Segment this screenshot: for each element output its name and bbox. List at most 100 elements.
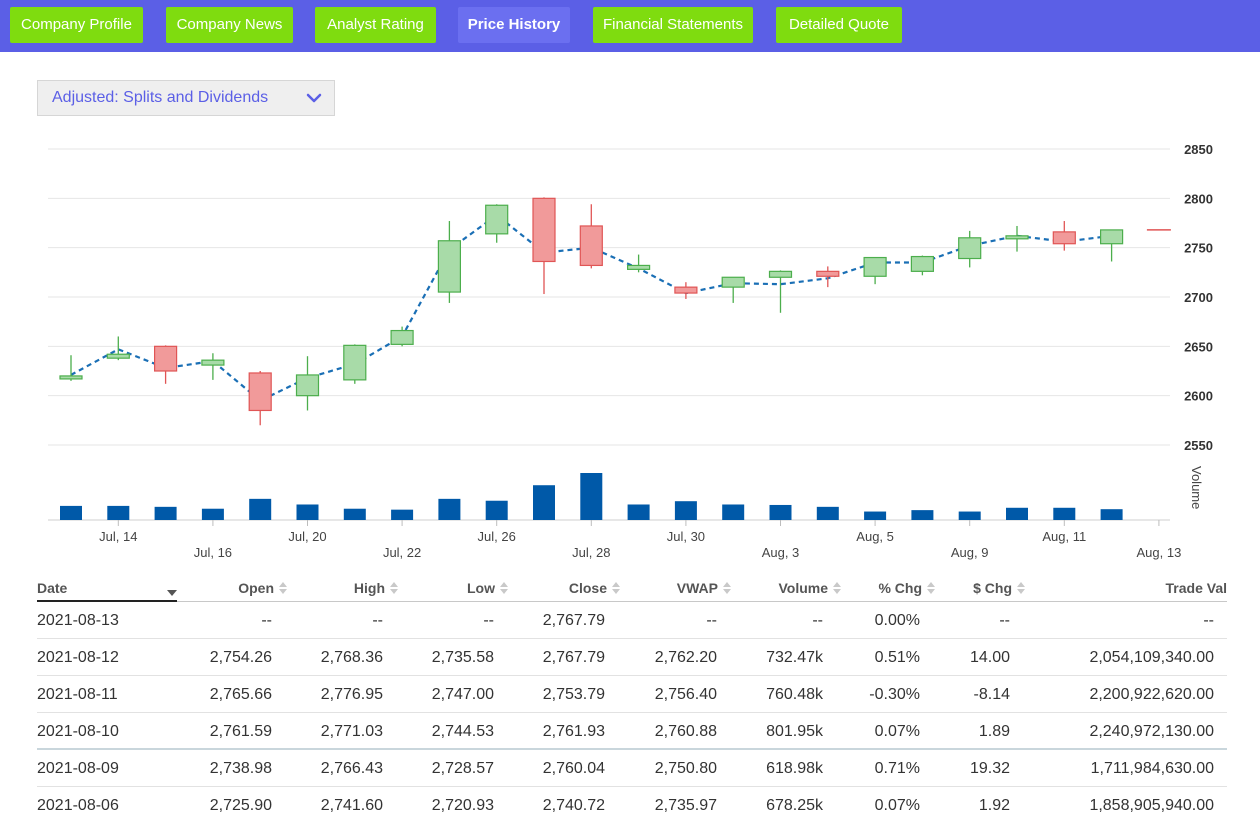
tab-analyst-rating[interactable]: Analyst Rating xyxy=(315,7,436,43)
cell-trade: 2,054,109,340.00 xyxy=(1089,649,1214,666)
candle xyxy=(579,225,603,267)
cell-low: -- xyxy=(483,612,494,629)
table-row: 2021-08-10 2,761.59 2,771.03 2,744.53 2,761.… xyxy=(37,713,1227,750)
candle xyxy=(1052,231,1076,245)
cell-vwap: 2,750.80 xyxy=(654,760,717,777)
x-tick-label: Jul, 30 xyxy=(667,529,705,544)
volume-bar xyxy=(769,504,792,520)
y-tick-label: 2550 xyxy=(1184,438,1213,453)
volume-bar xyxy=(911,510,934,520)
volume-axis-label: Volume xyxy=(1189,466,1204,509)
candle xyxy=(437,240,461,293)
cell-close: 2,761.93 xyxy=(542,723,605,740)
volume-bar xyxy=(391,509,414,520)
cell-vwap: 2,760.88 xyxy=(654,723,717,740)
x-tick-label: Aug, 9 xyxy=(951,545,989,560)
cell-high: 2,766.43 xyxy=(320,760,383,777)
tab-company-news[interactable]: Company News xyxy=(166,7,293,43)
volume-bar xyxy=(580,473,603,520)
cell-pct: 0.71% xyxy=(874,760,920,777)
cell-chg: -- xyxy=(999,612,1010,629)
col-header-open[interactable]: Open xyxy=(238,580,287,596)
cell-trade: -- xyxy=(1203,612,1214,629)
cell-trade: 2,240,972,130.00 xyxy=(1089,723,1214,740)
candle xyxy=(1005,235,1029,240)
volume-bar xyxy=(154,506,177,520)
table-row: 2021-08-12 2,754.26 2,768.36 2,735.58 2,767.… xyxy=(37,639,1227,676)
sort-desc-icon[interactable] xyxy=(167,590,177,596)
tab-financial-statements[interactable]: Financial Statements xyxy=(593,7,753,43)
cell-trade: 1,711,984,630.00 xyxy=(1090,760,1214,777)
col-header-dollar-chg[interactable]: $ Chg xyxy=(973,580,1025,596)
x-tick-label: Jul, 26 xyxy=(478,529,516,544)
cell-chg: 19.32 xyxy=(969,760,1010,777)
x-tick-label: Aug, 5 xyxy=(856,529,894,544)
cell-volume: 801.95k xyxy=(766,723,823,740)
col-header-low[interactable]: Low xyxy=(467,580,508,596)
cell-high: -- xyxy=(372,612,383,629)
col-header-volume[interactable]: Volume xyxy=(778,580,841,596)
cell-low: 2,744.53 xyxy=(431,723,494,740)
chevron-down-icon xyxy=(306,93,322,103)
candle xyxy=(201,359,225,366)
cell-pct: 0.00% xyxy=(874,612,920,629)
col-header-vwap[interactable]: VWAP xyxy=(677,580,731,596)
col-header-pct-chg[interactable]: % Chg xyxy=(878,580,935,596)
candle xyxy=(721,276,745,288)
volume-bar xyxy=(627,504,650,520)
x-tick-label: Jul, 22 xyxy=(383,545,421,560)
cell-volume: -- xyxy=(812,612,823,629)
candle xyxy=(532,197,556,263)
cell-open: 2,738.98 xyxy=(209,760,272,777)
cell-vwap: -- xyxy=(706,612,717,629)
volume-bar xyxy=(958,511,981,520)
cell-open: 2,754.26 xyxy=(209,649,272,666)
volume-bar xyxy=(438,498,461,520)
sort-icon xyxy=(833,582,841,594)
col-header-vwap-label: VWAP xyxy=(676,580,718,596)
volume-bar xyxy=(864,511,887,520)
col-header-high[interactable]: High xyxy=(354,580,398,596)
cell-pct: 0.51% xyxy=(874,649,920,666)
candle xyxy=(154,345,178,372)
adjustment-select[interactable]: Adjusted: Splits and Dividends xyxy=(37,80,335,116)
y-tick-label: 2850 xyxy=(1184,142,1213,157)
volume-bar xyxy=(674,501,697,520)
table-row: 2021-08-06 2,725.90 2,741.60 2,720.93 2,740.… xyxy=(37,787,1227,817)
col-header-date[interactable]: Date xyxy=(37,580,68,596)
tab-company-profile[interactable]: Company Profile xyxy=(10,7,143,43)
cell-volume: 760.48k xyxy=(766,686,823,703)
y-tick-label: 2600 xyxy=(1184,389,1213,404)
x-tick-label: Jul, 16 xyxy=(194,545,232,560)
cell-pct: 0.07% xyxy=(874,797,920,814)
col-header-close[interactable]: Close xyxy=(569,580,620,596)
volume-bar xyxy=(816,506,839,520)
candle xyxy=(106,353,130,359)
col-header-dollar-chg-label: $ Chg xyxy=(973,580,1012,596)
col-header-pct-chg-label: % Chg xyxy=(878,580,922,596)
sort-indicator-underline xyxy=(37,600,177,602)
cell-pct: -0.30% xyxy=(869,686,920,703)
sort-icon xyxy=(500,582,508,594)
y-tick-label: 2800 xyxy=(1184,191,1213,206)
x-tick-label: Jul, 28 xyxy=(572,545,610,560)
cell-chg: 14.00 xyxy=(969,649,1010,666)
cell-vwap: 2,762.20 xyxy=(654,649,717,666)
cell-date: 2021-08-06 xyxy=(37,797,119,814)
tab-detailed-quote[interactable]: Detailed Quote xyxy=(776,7,902,43)
col-header-open-label: Open xyxy=(238,580,274,596)
volume-bar xyxy=(296,504,319,520)
volume-bar xyxy=(533,485,555,520)
col-header-close-label: Close xyxy=(568,580,607,596)
cell-chg: 1.92 xyxy=(978,797,1010,814)
col-header-high-label: High xyxy=(353,580,385,596)
cell-high: 2,768.36 xyxy=(320,649,383,666)
tab-price-history[interactable]: Price History xyxy=(458,7,570,43)
top-nav-bar: Company Profile Company News Analyst Rat… xyxy=(0,0,1260,52)
volume-bar xyxy=(60,505,82,520)
price-chart[interactable]: 2550 2600 2650 2700 2750 2800 2850 Volume Jul, 1… xyxy=(0,130,1260,565)
volume-bar xyxy=(485,500,508,520)
col-header-trade-val[interactable]: Trade Val xyxy=(1165,580,1227,596)
volume-bar xyxy=(249,498,272,520)
y-tick-label: 2750 xyxy=(1184,241,1213,256)
